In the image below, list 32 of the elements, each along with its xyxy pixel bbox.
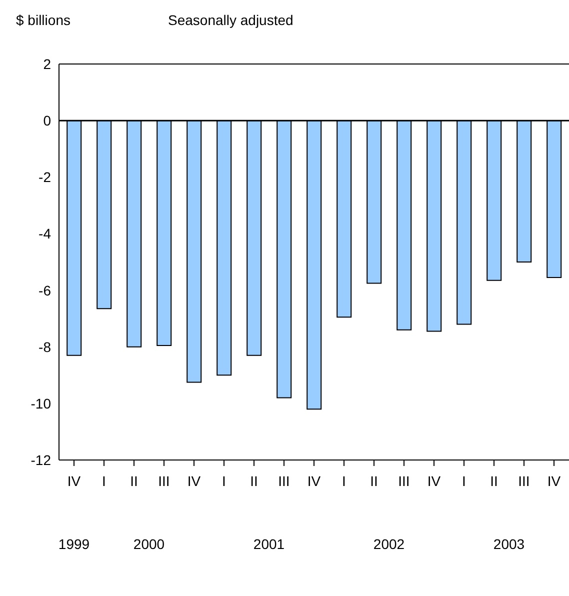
- y-tick-label: -12: [30, 452, 52, 468]
- chart-subtitle: Seasonally adjusted: [168, 12, 294, 28]
- x-tick-label: III: [518, 472, 530, 489]
- text: 1999: [58, 536, 90, 552]
- y-tick-label: -6: [38, 282, 52, 298]
- x-tick-label: I: [222, 472, 226, 489]
- y-axis-title: $ billions: [16, 12, 70, 28]
- text: 2000: [133, 536, 165, 552]
- y-tick-label: 0: [43, 112, 52, 129]
- text: 2003: [493, 536, 525, 552]
- text: 2001: [253, 536, 285, 552]
- x-tick-label: IV: [307, 472, 322, 489]
- y-tick-label: -2: [38, 169, 52, 186]
- x-tick-label: II: [490, 472, 498, 489]
- x-tick-label: II: [370, 472, 378, 489]
- x-tick-label: II: [130, 472, 138, 489]
- x-tick-label: I: [102, 472, 106, 489]
- x-tick-label: III: [278, 472, 290, 489]
- x-tick-label: III: [158, 472, 170, 489]
- x-tick-label: IV: [187, 472, 202, 489]
- x-tick-label: IV: [427, 472, 442, 489]
- x-tick-label: IV: [67, 472, 82, 489]
- y-tick-label: -4: [38, 226, 52, 242]
- x-tick-label: IV: [547, 472, 562, 489]
- y-tick-label: -8: [38, 338, 52, 355]
- y-tick-label: 2: [43, 56, 52, 72]
- y-tick-label: -10: [30, 395, 52, 412]
- text: 2002: [373, 536, 405, 552]
- x-tick-label: I: [342, 472, 346, 489]
- x-tick-label: III: [398, 472, 410, 489]
- x-tick-label: I: [462, 472, 466, 489]
- x-tick-label: II: [250, 472, 258, 489]
